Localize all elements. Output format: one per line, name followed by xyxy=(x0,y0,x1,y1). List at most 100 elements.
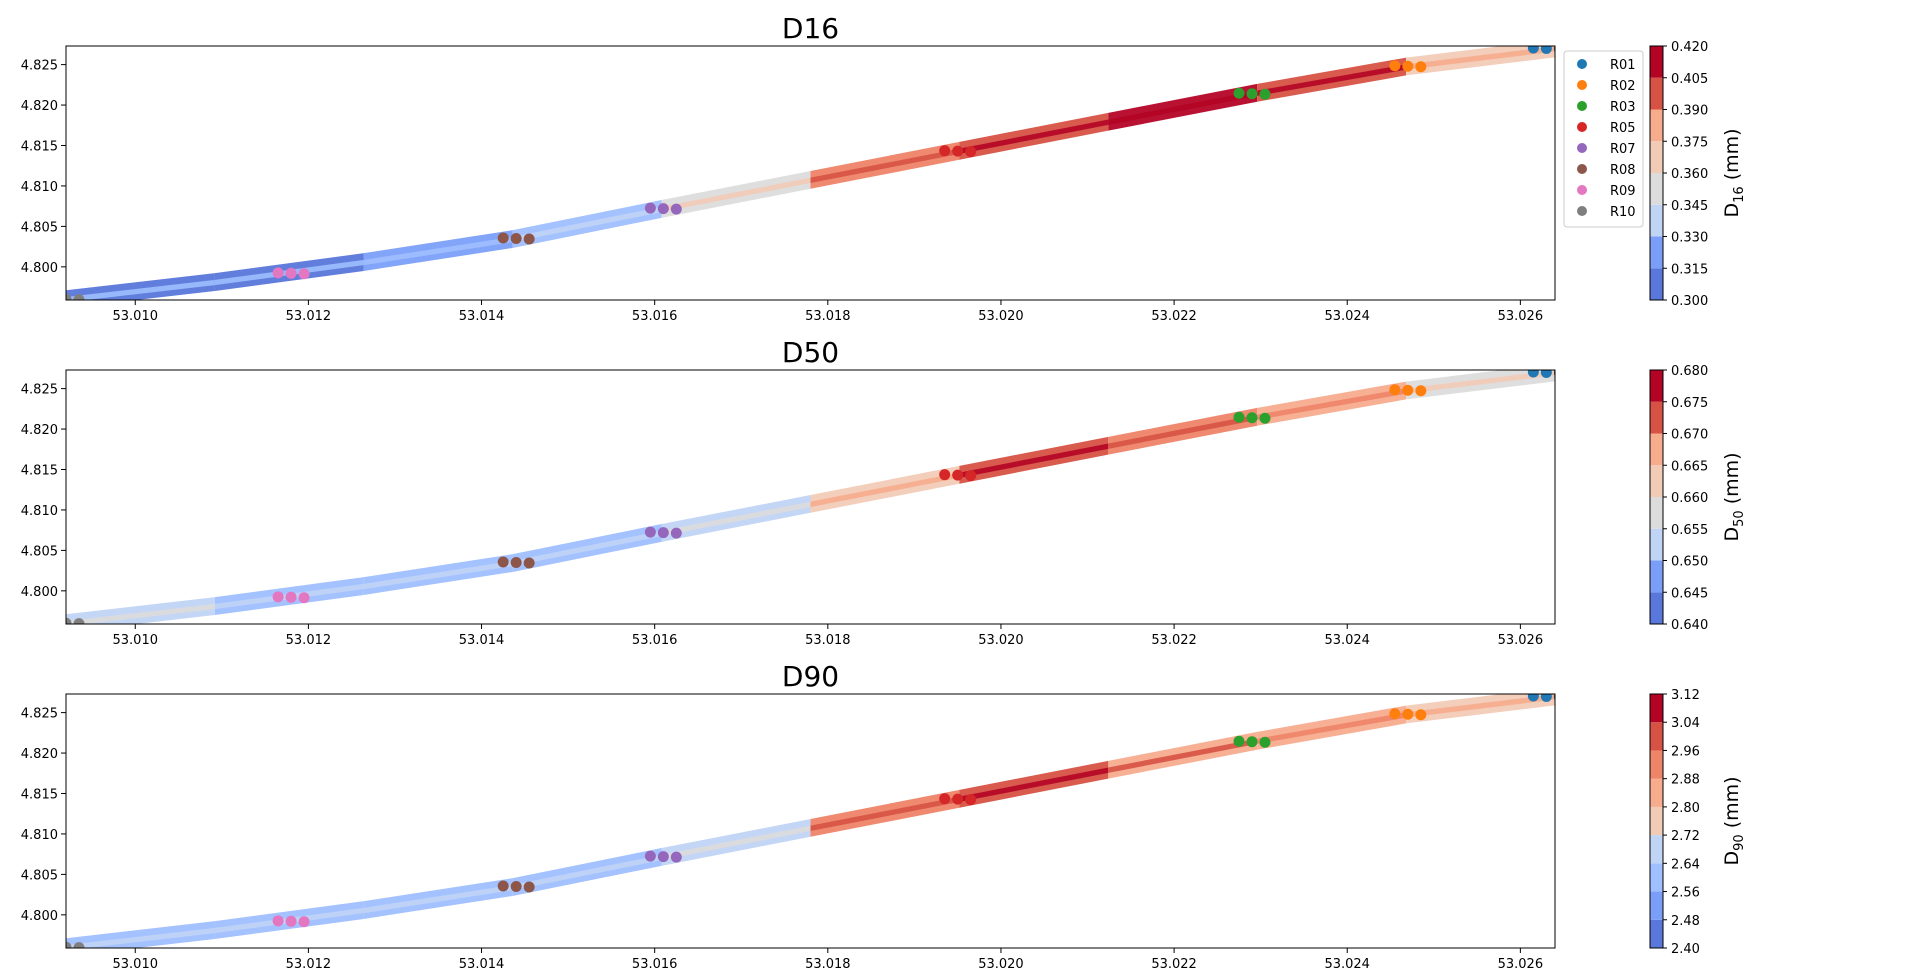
colorbar-band xyxy=(1650,370,1663,402)
point-r05 xyxy=(965,794,977,806)
point-r10 xyxy=(66,617,72,624)
colorbar-tick-label: 0.405 xyxy=(1671,72,1708,87)
legend-marker xyxy=(1577,80,1587,90)
x-tick-label: 53.016 xyxy=(632,633,678,648)
colorbar-tick-label: 2.88 xyxy=(1671,773,1700,788)
point-r08 xyxy=(510,881,522,893)
point-r10 xyxy=(48,293,59,304)
point-r09 xyxy=(298,268,310,280)
point-r07 xyxy=(670,203,682,215)
contour-core xyxy=(363,560,513,590)
y-tick-label: 4.800 xyxy=(21,909,58,924)
contour-core xyxy=(363,884,513,914)
point-r05 xyxy=(939,145,951,157)
contour-core xyxy=(512,206,662,243)
point-r01 xyxy=(1527,370,1539,378)
point-r02 xyxy=(1415,385,1427,397)
y-tick-label: 4.805 xyxy=(21,868,58,883)
colorbar-band xyxy=(1650,863,1663,892)
panel-title: D50 xyxy=(782,336,839,369)
y-tick-label: 4.805 xyxy=(21,220,58,235)
colorbar-label-unit: (mm) xyxy=(1721,776,1743,834)
panel-d50: D50 53.010 53.012 53.014 53.016 53.018 53.020 5… xyxy=(21,336,1747,648)
point-r07 xyxy=(657,851,669,863)
contour-core xyxy=(1406,694,1555,718)
contour-band xyxy=(66,370,1555,624)
colorbar-band xyxy=(1650,891,1663,920)
colorbar-tick-label: 0.390 xyxy=(1671,104,1708,119)
point-r08 xyxy=(497,556,509,568)
point-r08 xyxy=(497,880,509,892)
colorbar-label-subscript: 16 xyxy=(1732,186,1747,203)
point-r08 xyxy=(510,233,522,245)
legend-label: R01 xyxy=(1610,58,1636,73)
point-r07 xyxy=(657,527,669,539)
point-r01 xyxy=(1540,694,1552,702)
colorbar-tick-label: 0.675 xyxy=(1671,396,1708,411)
colorbar-band xyxy=(1650,173,1663,205)
panel-title: D16 xyxy=(782,12,839,45)
contour-core xyxy=(661,501,811,537)
point-r09 xyxy=(285,267,297,279)
contour-core xyxy=(661,177,811,213)
contour-band xyxy=(66,694,1555,948)
colorbar-band xyxy=(1650,560,1663,593)
legend-marker xyxy=(1577,143,1587,153)
colorbar-band xyxy=(1650,750,1663,779)
colorbar-label-subscript: 50 xyxy=(1732,510,1747,527)
plot-area xyxy=(65,45,1556,301)
point-r03 xyxy=(1233,87,1245,99)
point-r09 xyxy=(285,591,297,603)
y-tick-label: 4.810 xyxy=(21,180,58,195)
point-r09 xyxy=(272,267,284,279)
point-r03 xyxy=(1259,736,1271,748)
x-tick-label: 53.014 xyxy=(459,633,505,648)
x-tick-label: 53.022 xyxy=(1151,633,1197,648)
colorbar-tick-label: 0.670 xyxy=(1671,428,1708,443)
legend-label: R03 xyxy=(1610,100,1636,115)
point-r10 xyxy=(48,617,59,628)
contour-core xyxy=(1108,90,1258,125)
legend-label: R07 xyxy=(1610,142,1636,157)
point-r10 xyxy=(66,941,72,948)
legend-frame xyxy=(1563,50,1644,228)
colorbar-band xyxy=(1650,236,1663,269)
x-tick-label: 53.020 xyxy=(978,957,1024,972)
legend-marker xyxy=(1577,164,1587,174)
point-r08 xyxy=(523,881,535,893)
point-r05 xyxy=(952,145,964,157)
colorbar-band xyxy=(1650,268,1663,300)
contour-core xyxy=(959,119,1109,154)
legend-marker xyxy=(1577,206,1587,216)
x-tick-label: 53.014 xyxy=(459,309,505,324)
colorbar-label-subscript: 90 xyxy=(1732,834,1747,851)
colorbar-band xyxy=(1650,919,1663,948)
x-tick-label: 53.016 xyxy=(632,309,678,324)
point-r03 xyxy=(1246,736,1258,748)
point-r02 xyxy=(1415,61,1427,73)
point-r10 xyxy=(73,618,85,624)
y-tick-label: 4.805 xyxy=(21,544,58,559)
colorbar-label-unit: (mm) xyxy=(1721,128,1743,186)
point-r07 xyxy=(644,850,656,862)
point-r05 xyxy=(952,469,964,481)
point-r08 xyxy=(497,232,509,244)
colorbar-band xyxy=(1650,109,1663,142)
colorbar-band xyxy=(1650,433,1663,466)
legend-marker xyxy=(1577,59,1587,69)
point-r03 xyxy=(1246,88,1258,100)
point-r05 xyxy=(952,793,964,805)
contour-core xyxy=(810,472,960,507)
colorbar-tick-label: 0.360 xyxy=(1671,167,1708,182)
point-r02 xyxy=(1402,708,1414,720)
x-tick-label: 53.018 xyxy=(805,957,851,972)
colorbar-tick-label: 0.650 xyxy=(1671,555,1708,570)
colorbar-frame xyxy=(1649,693,1664,949)
colorbar-label-main: D xyxy=(1721,527,1743,542)
plot-area xyxy=(65,693,1556,949)
x-tick-label: 53.012 xyxy=(286,309,332,324)
y-tick-label: 4.825 xyxy=(21,383,58,398)
point-r07 xyxy=(657,203,669,215)
x-tick-label: 53.020 xyxy=(978,309,1024,324)
